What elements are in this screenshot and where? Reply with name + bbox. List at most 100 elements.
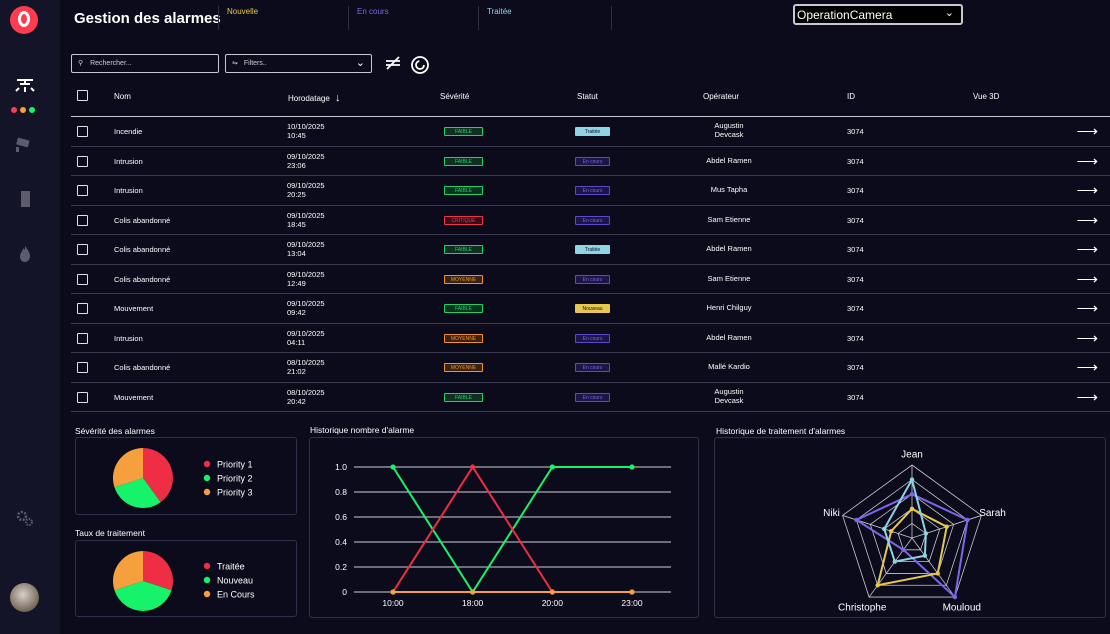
- page-title: Gestion des alarmes: [74, 10, 221, 27]
- alarm-name: Mouvement: [114, 304, 154, 313]
- table-row[interactable]: Colis abandonné 09/10/2025 18:45 CRITIQUE En…: [71, 206, 1110, 235]
- arrow-right-icon[interactable]: ⟶: [1076, 123, 1098, 140]
- status-badge: En cours: [575, 392, 610, 402]
- arrow-right-icon[interactable]: ⟶: [1076, 211, 1098, 229]
- arrow-right-icon[interactable]: ⟶: [1076, 388, 1098, 406]
- table-row[interactable]: Colis abandonné 09/10/2025 13:04 FAIBLE Trai…: [71, 235, 1110, 265]
- alarm-id: 3074: [847, 274, 864, 284]
- column-header-vue-3d[interactable]: Vue 3D: [973, 92, 1000, 101]
- alarm-id: 3074: [847, 304, 864, 313]
- filter-select[interactable]: ⇋ Filters.. ⌄: [225, 54, 372, 73]
- operator-name: Abdel Ramen: [706, 332, 752, 342]
- pie-slice: [114, 581, 172, 611]
- legend-dot: [203, 576, 211, 584]
- header-divider: [611, 6, 612, 30]
- alarm-name: Colis abandonné: [114, 215, 171, 225]
- camera-icon[interactable]: [12, 135, 38, 157]
- arrow-right-icon[interactable]: ⟶: [1076, 152, 1098, 170]
- arrow-right-icon[interactable]: ⟶: [1076, 359, 1098, 376]
- data-point: [549, 589, 555, 595]
- status-badge: Nouveau: [575, 304, 610, 313]
- radar-series: [883, 476, 927, 563]
- table-row[interactable]: Mouvement 08/10/2025 20:42 FAIBLE En cours Au…: [71, 383, 1110, 412]
- row-checkbox[interactable]: [77, 126, 88, 137]
- user-avatar[interactable]: [10, 583, 39, 612]
- door-icon[interactable]: [12, 190, 38, 212]
- data-point: [629, 464, 635, 470]
- header-divider: [348, 6, 349, 30]
- legend-label: Traitée: [217, 562, 245, 572]
- chevron-down-icon: ⌄: [944, 7, 954, 19]
- table-row[interactable]: Colis abandonné 09/10/2025 12:49 MOYENNE En …: [71, 265, 1110, 294]
- radar-point: [923, 531, 929, 536]
- severity-badge: MOYENNE: [444, 363, 483, 372]
- alarm-name: Incendie: [114, 127, 143, 136]
- table-row[interactable]: Intrusion 09/10/2025 04:11 MOYENNE En cours A…: [71, 324, 1110, 353]
- alarm-timestamp: 09/10/2025 09:42: [287, 299, 325, 317]
- table-row[interactable]: Incendie 10/10/2025 10:45 FAIBLE Traitée Augu…: [71, 117, 1110, 147]
- arrow-right-icon[interactable]: ⟶: [1076, 270, 1098, 288]
- operator-name: Sam Etienne: [707, 273, 751, 283]
- row-checkbox[interactable]: [77, 273, 88, 285]
- column-header-statut[interactable]: Statut: [577, 92, 598, 101]
- status-badge: En cours: [575, 333, 610, 343]
- radar-grid: [897, 522, 927, 551]
- tab-traitee[interactable]: Traitée: [487, 7, 512, 16]
- filter-label: Filters..: [243, 60, 267, 67]
- arrow-right-icon[interactable]: ⟶: [1076, 241, 1098, 258]
- radar-point: [875, 583, 880, 588]
- column-header-id[interactable]: ID: [847, 92, 855, 101]
- row-checkbox[interactable]: [77, 244, 88, 255]
- camera-select[interactable]: OperationCamera ⌄: [793, 4, 963, 25]
- alarm-id: 3074: [847, 215, 864, 225]
- radar-axis: [911, 537, 956, 598]
- alarm-timestamp: 09/10/2025 20:25: [287, 181, 325, 199]
- search-input[interactable]: ⚲ Rechercher...: [71, 54, 219, 73]
- row-checkbox[interactable]: [77, 155, 88, 167]
- alarm-id: 3074: [847, 245, 864, 254]
- row-checkbox[interactable]: [77, 185, 88, 196]
- radar-point: [901, 547, 906, 553]
- row-checkbox[interactable]: [77, 362, 88, 373]
- radar-point: [922, 553, 928, 558]
- alarm-icon[interactable]: [12, 76, 38, 98]
- clear-filters-icon[interactable]: [383, 55, 403, 73]
- select-all-checkbox[interactable]: [77, 90, 88, 101]
- arrow-right-icon[interactable]: ⟶: [1076, 182, 1098, 199]
- column-header-nom[interactable]: Nom: [114, 92, 131, 101]
- legend-label: Nouveau: [217, 576, 253, 586]
- tab-en-cours[interactable]: En cours: [357, 7, 389, 16]
- arrow-right-icon[interactable]: ⟶: [1076, 329, 1098, 347]
- treatment-title: Taux de traitement: [75, 528, 145, 538]
- severity-badge: FAIBLE: [444, 186, 483, 195]
- alarm-id: 3074: [847, 392, 864, 402]
- column-header-horodatage[interactable]: Horodatage ↓: [288, 92, 341, 104]
- refresh-icon[interactable]: [410, 55, 430, 74]
- table-row[interactable]: Intrusion 09/10/2025 23:06 FAIBLE En cours Ab…: [71, 147, 1110, 176]
- fire-icon[interactable]: [12, 245, 38, 267]
- radar-grid: [855, 479, 969, 586]
- column-header-severite[interactable]: Sévérité: [440, 92, 470, 101]
- radar-point: [965, 517, 970, 523]
- alarm-id: 3074: [847, 363, 864, 372]
- column-header-operateur[interactable]: Opérateur: [703, 92, 740, 101]
- operator-name: Mus Tapha: [710, 185, 748, 194]
- radar-axis-label: Christophe: [838, 603, 887, 614]
- table-row[interactable]: Intrusion 09/10/2025 20:25 FAIBLE En cours Mu…: [71, 176, 1110, 206]
- severity-badge: FAIBLE: [444, 304, 483, 313]
- table-row[interactable]: Mouvement 09/10/2025 09:42 FAIBLE Nouveau Hen…: [71, 294, 1110, 324]
- pie-slice: [143, 551, 173, 591]
- y-tick-label: 0.6: [335, 512, 347, 522]
- row-checkbox[interactable]: [77, 391, 88, 403]
- history-panel: 0 0.2 0.4 0.6 0.8 1.0 10:00 18:00 20:00 23:00: [309, 437, 699, 618]
- row-checkbox[interactable]: [77, 332, 88, 344]
- row-checkbox[interactable]: [77, 303, 88, 314]
- table-row[interactable]: Colis abandonné 08/10/2025 21:02 MOYENNE En …: [71, 353, 1110, 383]
- app-logo[interactable]: [10, 6, 38, 34]
- arrow-right-icon[interactable]: ⟶: [1076, 300, 1098, 317]
- row-checkbox[interactable]: [77, 214, 88, 226]
- status-badge: En cours: [575, 156, 610, 166]
- severity-badge: FAIBLE: [444, 392, 483, 402]
- settings-icon[interactable]: [12, 509, 38, 531]
- tab-nouvelle[interactable]: Nouvelle: [227, 7, 259, 16]
